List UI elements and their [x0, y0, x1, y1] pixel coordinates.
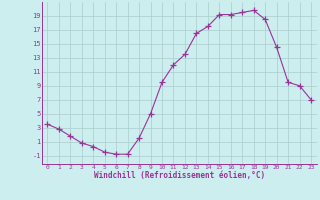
X-axis label: Windchill (Refroidissement éolien,°C): Windchill (Refroidissement éolien,°C) — [94, 171, 265, 180]
